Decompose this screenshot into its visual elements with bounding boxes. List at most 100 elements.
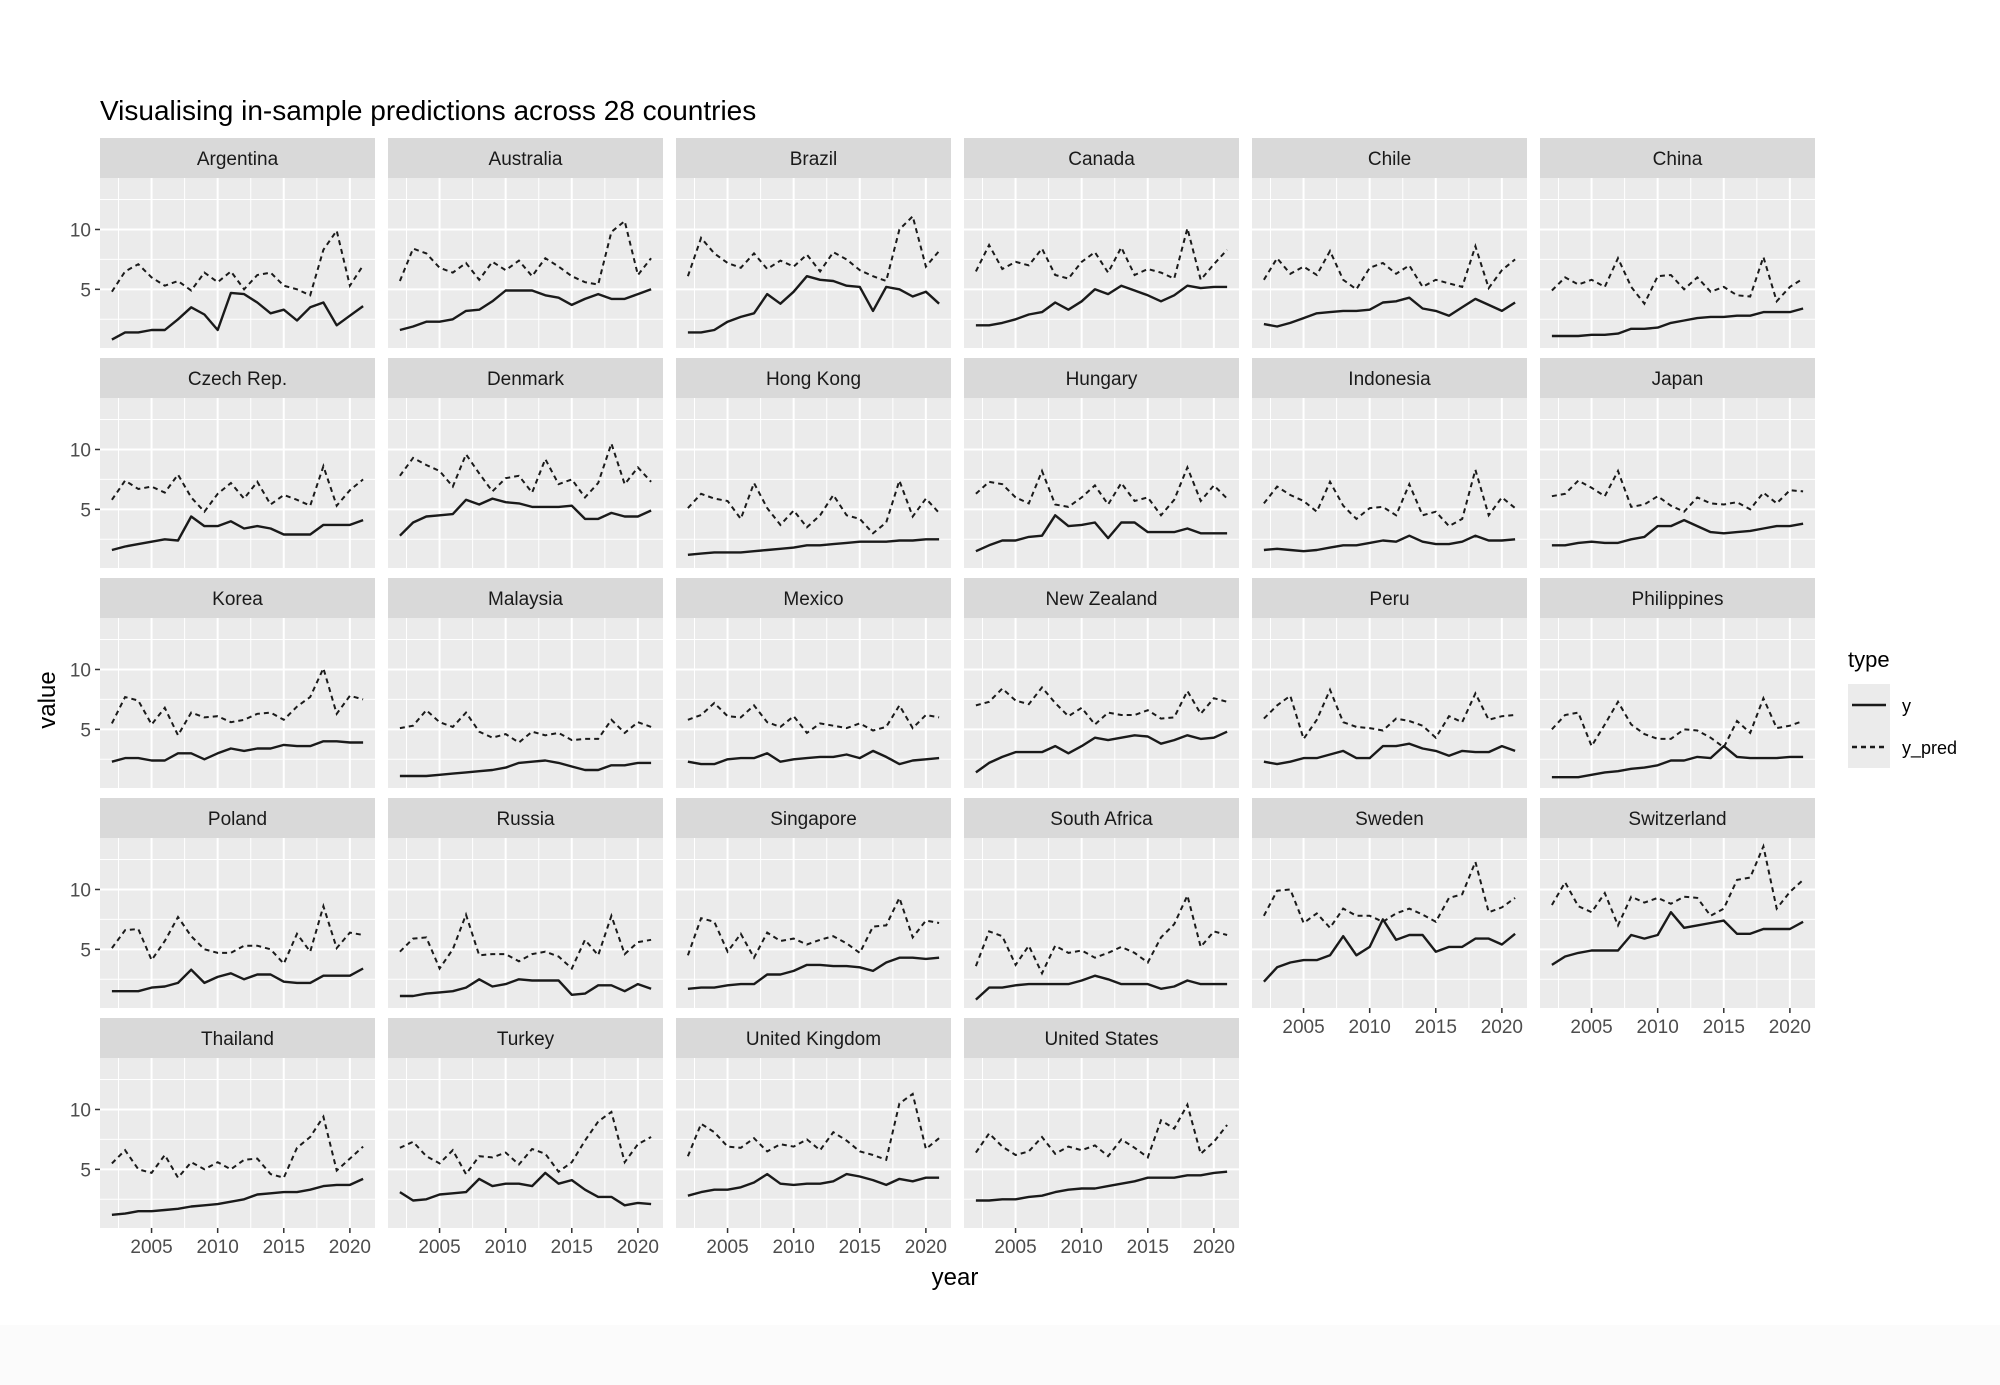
y-tick-label: 10 bbox=[70, 1100, 91, 1121]
panel-strip bbox=[676, 358, 951, 398]
panel-strip bbox=[964, 798, 1239, 838]
panel-background bbox=[964, 398, 1239, 568]
series-line-y bbox=[399, 759, 652, 778]
series-line-y-pred bbox=[1551, 843, 1804, 928]
x-tick-label: 2020 bbox=[329, 1237, 371, 1258]
panel-title: Indonesia bbox=[1348, 369, 1431, 390]
panel-strip bbox=[1540, 358, 1815, 398]
panel-canada: Canada bbox=[964, 138, 1239, 348]
y-tick-label: 10 bbox=[70, 660, 91, 681]
series-line-y bbox=[111, 515, 364, 552]
panel-background bbox=[1252, 838, 1527, 1008]
panel-south-africa: South Africa bbox=[964, 798, 1239, 1008]
series-line-y-pred bbox=[1263, 242, 1516, 291]
panel-background bbox=[1540, 838, 1815, 1008]
series-line-y bbox=[111, 967, 364, 993]
panel-title: South Africa bbox=[1050, 809, 1153, 830]
panel-title: Japan bbox=[1652, 369, 1704, 390]
x-tick-label: 2010 bbox=[1349, 1017, 1391, 1038]
series-line-y-pred bbox=[1263, 466, 1516, 528]
panel-strip bbox=[676, 798, 951, 838]
panel-singapore: Singapore bbox=[676, 798, 951, 1008]
panel-strip bbox=[1252, 798, 1527, 838]
series-line-y bbox=[1551, 911, 1804, 966]
panel-title: Chile bbox=[1368, 149, 1411, 170]
series-line-y bbox=[687, 956, 940, 990]
legend: type y y_pred bbox=[1848, 647, 1957, 768]
panel-strip bbox=[388, 1018, 663, 1058]
x-tick-label: 2020 bbox=[905, 1237, 947, 1258]
x-tick-label: 2015 bbox=[839, 1237, 881, 1258]
panel-background bbox=[100, 618, 375, 788]
panel-background bbox=[1252, 618, 1527, 788]
series-line-y bbox=[399, 288, 652, 332]
series-line-y bbox=[975, 730, 1228, 774]
series-line-y-pred bbox=[686, 1092, 940, 1162]
panel-poland: Poland 5 10 bbox=[70, 798, 375, 1008]
panel-philippines: Philippines bbox=[1540, 578, 1815, 788]
panel-mexico: Mexico bbox=[676, 578, 951, 788]
panel-strip bbox=[676, 138, 951, 178]
panel-title: Hong Kong bbox=[766, 369, 861, 390]
series-line-y-pred bbox=[399, 1110, 652, 1176]
series-line-y-pred bbox=[1551, 468, 1804, 513]
panel-title: China bbox=[1653, 149, 1703, 170]
panel-title: Switzerland bbox=[1628, 809, 1726, 830]
panel-background bbox=[964, 618, 1239, 788]
panel-title: United States bbox=[1044, 1029, 1158, 1050]
panel-strip bbox=[1540, 138, 1815, 178]
panel-turkey: Turkey 2005 2010 2015 2020 bbox=[388, 1018, 663, 1258]
panel-strip bbox=[100, 1018, 375, 1058]
panel-background bbox=[676, 398, 951, 568]
x-tick-label: 2005 bbox=[994, 1237, 1036, 1258]
panel-hungary: Hungary bbox=[964, 358, 1239, 568]
panel-korea: Korea 5 10 bbox=[70, 578, 375, 788]
panel-background bbox=[1540, 618, 1815, 788]
legend-title: type bbox=[1848, 647, 1890, 672]
panel-china: China bbox=[1540, 138, 1815, 348]
series-line-y bbox=[975, 284, 1228, 327]
series-line-y bbox=[975, 974, 1228, 1001]
series-line-y bbox=[1263, 918, 1516, 983]
panel-title: Sweden bbox=[1355, 809, 1424, 830]
legend-label-y: y bbox=[1902, 696, 1911, 716]
series-line-y-pred bbox=[686, 214, 940, 283]
series-line-y bbox=[687, 1172, 940, 1197]
series-line-y bbox=[111, 1177, 364, 1216]
series-line-y-pred bbox=[975, 224, 1228, 282]
panel-strip bbox=[1540, 578, 1815, 618]
panel-united-kingdom: United Kingdom 2005 2010 2015 2020 bbox=[676, 1018, 951, 1258]
series-line-y bbox=[1263, 534, 1516, 553]
series-line-y bbox=[975, 1170, 1228, 1202]
panel-strip bbox=[1252, 358, 1527, 398]
panel-argentina: Argentina 5 10 bbox=[70, 138, 375, 348]
series-line-y-pred bbox=[111, 463, 364, 514]
series-line-y-pred bbox=[111, 665, 364, 738]
series-line-y-pred bbox=[111, 902, 364, 966]
series-line-y bbox=[687, 538, 940, 556]
series-line-y bbox=[399, 978, 652, 998]
panel-hong-kong: Hong Kong bbox=[676, 358, 951, 568]
y-tick-label: 10 bbox=[70, 440, 91, 461]
series-line-y-pred bbox=[1551, 253, 1804, 306]
panel-strip bbox=[388, 138, 663, 178]
series-line-y bbox=[1551, 744, 1804, 779]
panel-title: United Kingdom bbox=[746, 1029, 881, 1050]
x-tick-label: 2020 bbox=[1481, 1017, 1523, 1038]
series-line-y-pred bbox=[1263, 858, 1516, 930]
panel-title: Singapore bbox=[770, 809, 857, 830]
panel-switzerland: Switzerland 2005 2010 2015 2020 bbox=[1540, 798, 1815, 1038]
panel-strip bbox=[964, 358, 1239, 398]
x-tick-label: 2015 bbox=[1415, 1017, 1457, 1038]
panel-title: Turkey bbox=[497, 1029, 555, 1050]
x-tick-label: 2010 bbox=[485, 1237, 527, 1258]
series-line-y-pred bbox=[975, 1102, 1228, 1159]
x-tick-label: 2010 bbox=[197, 1237, 239, 1258]
x-tick-label: 2015 bbox=[551, 1237, 593, 1258]
panel-background bbox=[964, 1058, 1239, 1228]
panel-brazil: Brazil bbox=[676, 138, 951, 348]
panel-background bbox=[100, 838, 375, 1008]
x-tick-label: 2005 bbox=[1282, 1017, 1324, 1038]
chart-title: Visualising in-sample predictions across… bbox=[100, 95, 756, 126]
x-tick-label: 2015 bbox=[263, 1237, 305, 1258]
